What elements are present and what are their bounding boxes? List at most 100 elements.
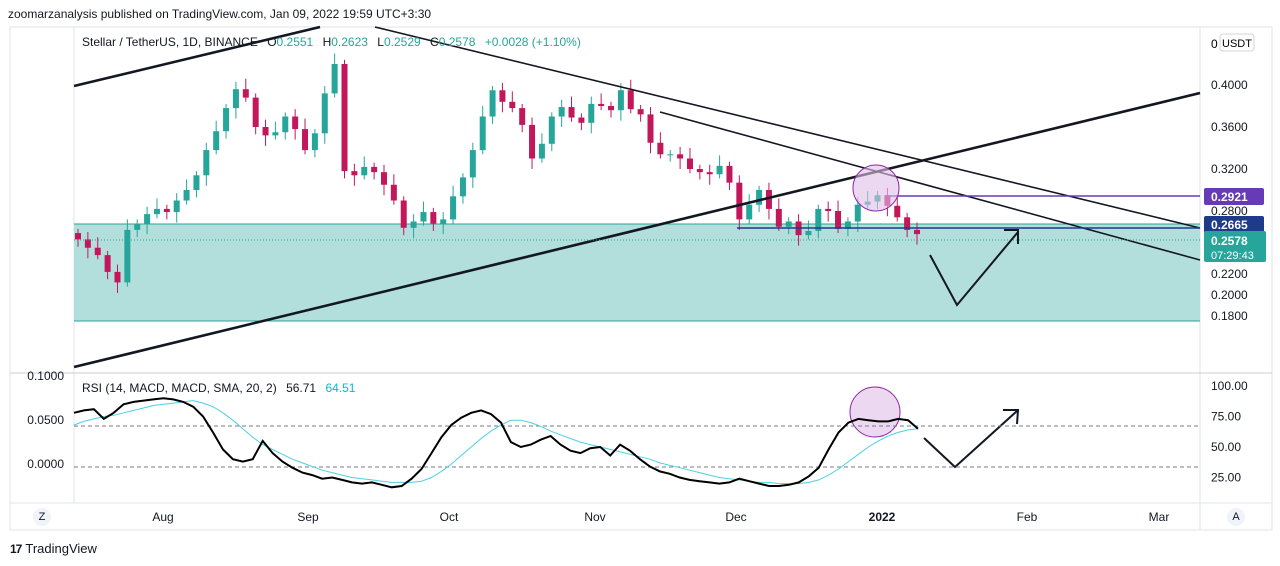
candle-body <box>272 132 279 136</box>
candle-body <box>706 172 713 175</box>
chart-frame <box>9 26 1273 531</box>
candle-body <box>390 184 397 201</box>
auto-scale-button[interactable]: A <box>1227 508 1245 526</box>
candle-body <box>282 116 289 133</box>
rising-trendline[interactable] <box>73 91 1201 369</box>
candle-body <box>598 103 605 106</box>
candle-body <box>588 103 595 123</box>
descending-trendline-a[interactable] <box>374 26 1201 229</box>
candle-body <box>380 172 387 185</box>
candle-body <box>726 165 733 183</box>
zoom-button[interactable]: Z <box>33 508 51 526</box>
time-tick-label: Mar <box>1149 510 1170 524</box>
candle-body <box>420 212 427 222</box>
candle-body <box>765 190 772 209</box>
candle-body <box>450 196 457 220</box>
candle-body <box>262 127 269 136</box>
candle-body <box>627 90 634 110</box>
candle-body <box>568 107 575 118</box>
candle-body <box>805 230 812 236</box>
candle-body <box>785 221 792 227</box>
candle-body <box>400 200 407 228</box>
candle-body <box>311 133 318 151</box>
candle-body <box>696 169 703 173</box>
candle-body <box>144 214 151 224</box>
candle-body <box>163 208 170 213</box>
projection-arrowhead-rsi <box>1003 409 1020 425</box>
published-line: zoomarzanalysis published on TradingView… <box>8 7 432 21</box>
price-tick-label: 0.4000 <box>1211 78 1248 92</box>
descending-trendline-b[interactable] <box>659 111 1201 261</box>
candle-body <box>361 166 368 176</box>
candle-countdown: 07:29:43 <box>1211 250 1254 262</box>
price-tick-label: 0.2000 <box>1211 288 1248 302</box>
candle-body <box>736 182 743 220</box>
candle-body <box>292 116 299 130</box>
candle-body <box>173 200 180 213</box>
projection-arrowhead-price <box>1004 229 1019 244</box>
candle-body <box>75 233 81 240</box>
candle-body <box>124 229 131 283</box>
upper-wedge-trendline[interactable] <box>73 25 321 88</box>
candle-body <box>341 64 348 172</box>
price-tick-label: 0.1800 <box>1211 309 1248 323</box>
candle-body <box>183 190 190 201</box>
time-tick-label: Feb <box>1017 510 1038 524</box>
tradingview-branding[interactable]: 17 TradingView <box>10 541 97 556</box>
price-scale[interactable]: 0.4000 0.3600 0.3200 0.2800 0.2200 0.2000 0.18… <box>1211 78 1248 323</box>
time-axis[interactable]: Aug Sep Oct Nov Dec 2022 Feb Mar <box>152 510 1169 524</box>
symbol-legend: Stellar / TetherUS, 1D, BINANCE O0.2551 … <box>82 35 581 49</box>
projection-path-price[interactable] <box>929 231 1019 307</box>
candle-body <box>430 212 437 224</box>
candle-body <box>815 208 822 231</box>
candle-body <box>538 143 545 159</box>
breakout-price-label: 0.2665 <box>1211 218 1248 232</box>
indicator-right-scale[interactable]: 100.00 75.00 50.00 25.00 <box>1211 379 1248 485</box>
price-tick-label: 0.2800 <box>1211 204 1248 218</box>
indicator-left-tick-label: 0.1000 <box>27 369 64 383</box>
highlight-circle-price[interactable] <box>852 164 900 212</box>
projection-path-rsi[interactable] <box>923 410 1018 469</box>
candle-body <box>242 89 249 98</box>
candle-body <box>647 114 654 143</box>
candle-body <box>716 165 723 175</box>
candle-body <box>686 158 693 169</box>
indicator-left-scale[interactable]: 0.1000 0.0500 0.0000 <box>27 369 64 471</box>
highlight-circle-rsi[interactable] <box>849 386 901 438</box>
candle-body <box>825 208 832 211</box>
candle-body <box>677 154 684 159</box>
support-zone[interactable] <box>74 224 1200 321</box>
candle-body <box>509 101 516 109</box>
candle-body <box>134 223 141 230</box>
currency-badge[interactable] <box>1219 33 1255 52</box>
time-tick-label: Oct <box>440 510 459 524</box>
candle-body <box>302 129 309 151</box>
candle-body <box>637 109 644 115</box>
candle-body <box>351 171 358 176</box>
currency-label: USDT <box>1222 38 1252 50</box>
candle-body <box>193 175 200 190</box>
candle-body <box>203 150 210 176</box>
indicator-legend: RSI (14, MACD, MACD, SMA, 20, 2) 56.71 6… <box>82 381 356 395</box>
candle-body <box>321 93 328 134</box>
candle-body <box>232 89 239 109</box>
candle-body <box>746 204 753 220</box>
candle-body <box>94 247 101 256</box>
candle-body <box>469 150 476 178</box>
price-scale-top-partial: 0 <box>1211 37 1218 51</box>
candle-body <box>153 208 160 215</box>
candle-body <box>854 204 861 222</box>
time-tick-label: 2022 <box>869 510 896 524</box>
candle-body <box>894 205 901 218</box>
candle-body <box>371 166 378 173</box>
candle-body <box>904 217 911 230</box>
candle-body <box>252 97 259 127</box>
rsi-signal-line <box>73 400 919 485</box>
last-price-label: 0.2578 <box>1211 234 1248 248</box>
time-tick-label: Nov <box>584 510 605 524</box>
candle-body <box>844 221 851 229</box>
candle-body <box>114 271 121 283</box>
breakout-price-tag <box>1204 216 1264 233</box>
candle-body <box>84 239 91 248</box>
